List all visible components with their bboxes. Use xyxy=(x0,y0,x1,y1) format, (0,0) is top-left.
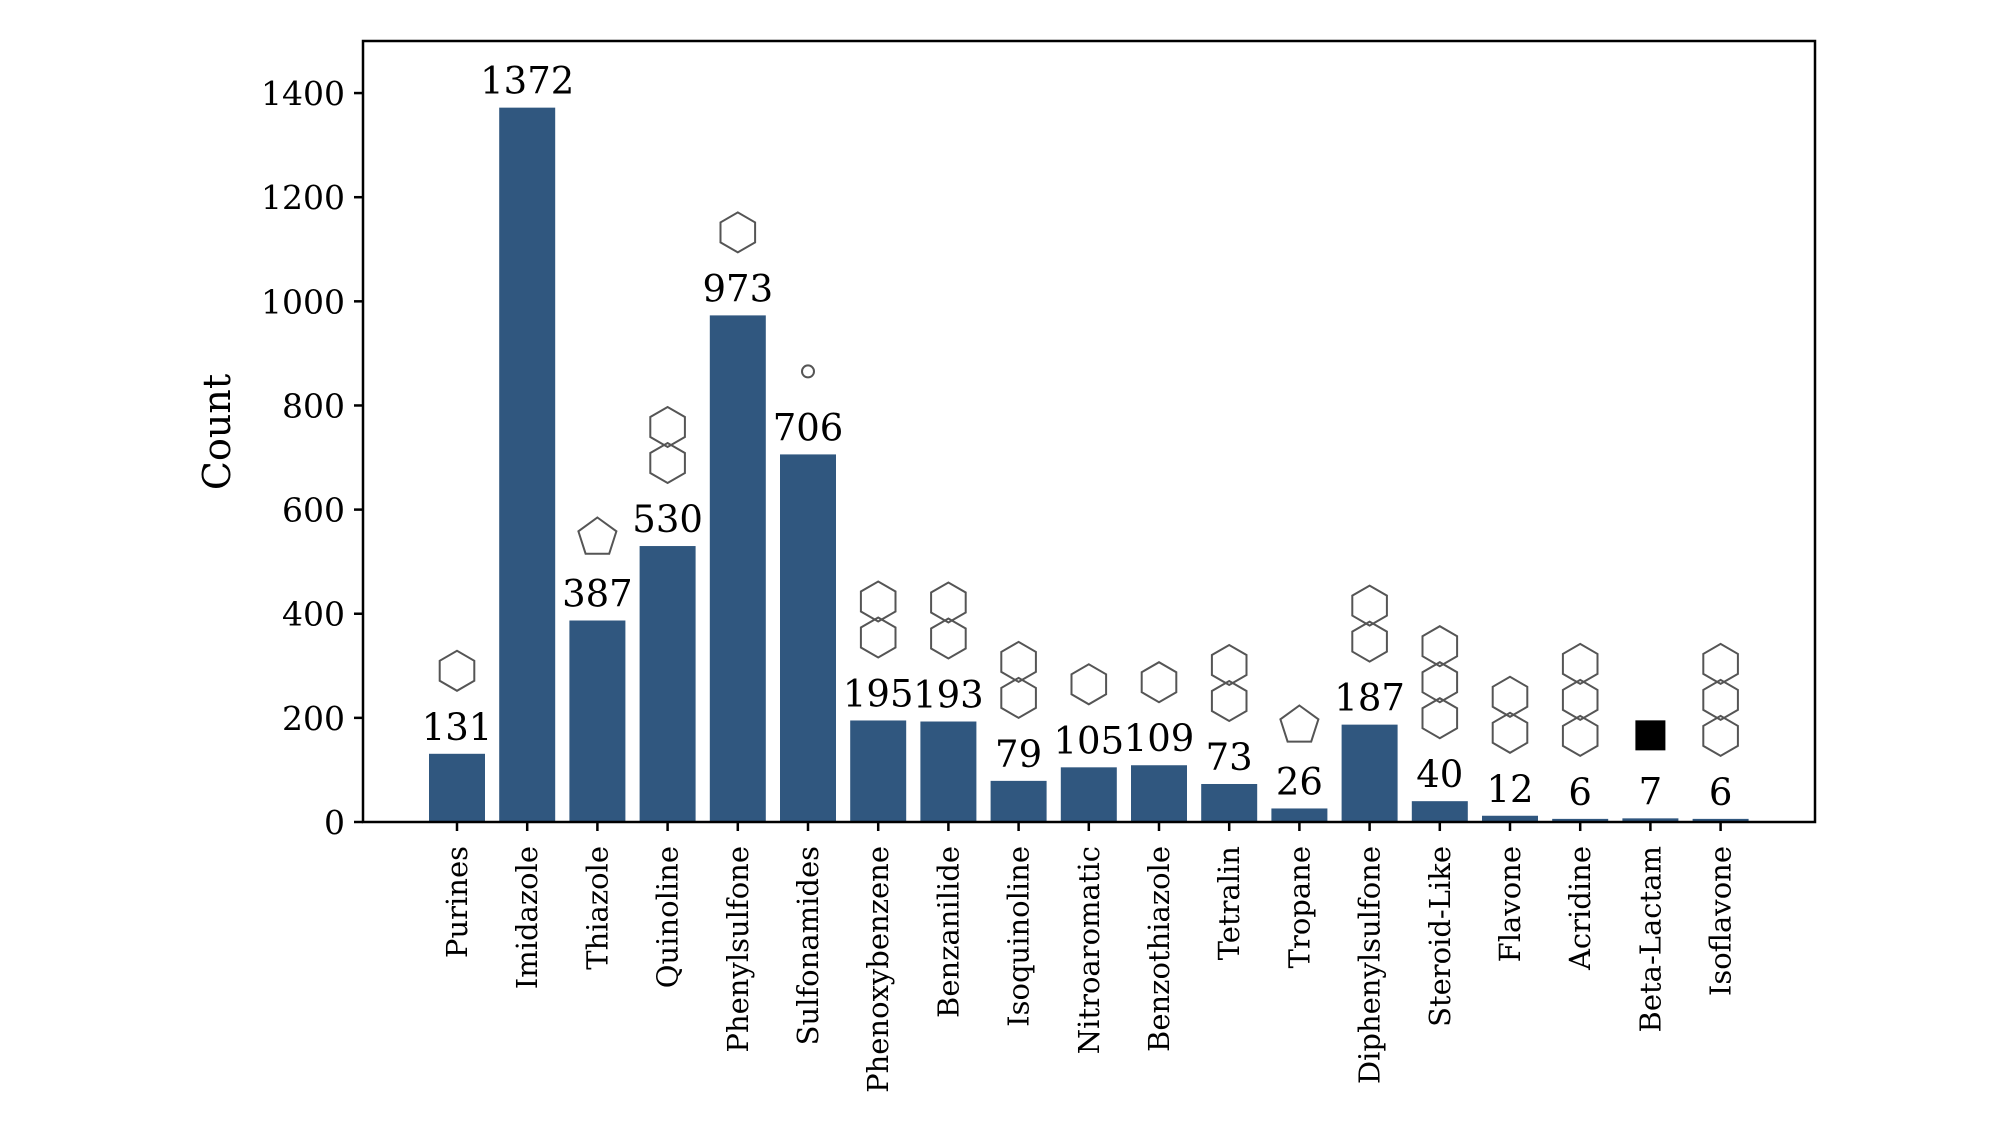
value-label: 193 xyxy=(913,674,984,717)
flavone-structure-icon xyxy=(1491,675,1529,754)
value-label: 387 xyxy=(562,573,633,616)
phenylsulfone-structure-icon xyxy=(719,211,757,254)
x-tick-label: Flavone xyxy=(1493,846,1527,962)
value-label: 706 xyxy=(773,406,844,449)
x-tick-label: Benzanilide xyxy=(931,846,965,1018)
tetralin-structure-icon xyxy=(1210,643,1248,723)
y-axis-ticks: 0 200 400 600 800 1000 1200 1400 xyxy=(261,74,363,842)
value-label: 6 xyxy=(1709,771,1733,814)
value-label: 973 xyxy=(702,267,773,310)
x-tick-label: Beta-Lactam xyxy=(1633,846,1667,1032)
purine-structure-icon xyxy=(438,649,476,692)
benzanilide-structure-icon xyxy=(930,581,967,660)
y-tick-label: 1000 xyxy=(261,282,345,321)
value-label: 79 xyxy=(995,733,1042,776)
nitroaromatic-structure-icon xyxy=(1070,663,1108,706)
value-label: 7 xyxy=(1639,770,1663,813)
value-label: 26 xyxy=(1276,760,1323,803)
bar-diphenylsulfone xyxy=(1341,724,1398,822)
beta-lactam-structure-icon xyxy=(1635,720,1666,751)
x-tick-label: Imidazole xyxy=(510,846,544,989)
x-tick-label: Benzothiazole xyxy=(1142,846,1176,1052)
y-tick-label: 400 xyxy=(282,595,345,634)
y-tick-label: 0 xyxy=(324,803,345,842)
bar-quinoline xyxy=(639,546,696,822)
bar-isoflavone xyxy=(1692,818,1749,822)
steroid-structure-icon xyxy=(1421,625,1459,740)
y-tick-label: 1400 xyxy=(261,74,345,113)
benzothiazole-structure-icon xyxy=(1140,661,1178,704)
y-tick-label: 200 xyxy=(282,699,345,738)
x-tick-label: Nitroaromatic xyxy=(1072,846,1106,1054)
bar-benzothiazole xyxy=(1131,765,1187,822)
x-tick-label: Diphenylsulfone xyxy=(1353,846,1387,1084)
tropane-structure-icon xyxy=(1279,704,1320,743)
bar-flavone xyxy=(1482,815,1538,822)
value-label: 131 xyxy=(422,706,493,749)
bar-thiazole xyxy=(569,620,626,822)
x-tick-label: Steroid-Like xyxy=(1423,846,1457,1027)
x-tick-label: Purines xyxy=(440,846,474,958)
diphenylsulfone-structure-icon xyxy=(1351,584,1388,663)
x-tick-label: Phenoxybenzene xyxy=(861,846,895,1093)
bar-tropane xyxy=(1271,808,1328,822)
value-label: 1372 xyxy=(480,60,574,103)
thiazole-structure-icon xyxy=(577,516,618,555)
x-tick-label: Isoquinoline xyxy=(1002,846,1036,1027)
value-label: 187 xyxy=(1334,677,1405,720)
sulfonamide-structure-icon xyxy=(801,364,815,379)
value-label: 6 xyxy=(1568,771,1592,814)
bar-purines xyxy=(429,753,485,822)
bar-phenoxybenzene xyxy=(850,720,907,822)
value-label: 195 xyxy=(843,672,914,715)
bars xyxy=(429,107,1749,823)
y-tick-label: 1200 xyxy=(261,178,345,217)
x-tick-label: Isoflavone xyxy=(1704,846,1738,996)
bar-beta-lactam xyxy=(1622,818,1679,822)
bar-nitroaromatic xyxy=(1060,767,1117,822)
value-label: 105 xyxy=(1053,719,1124,762)
phenoxybenzene-structure-icon xyxy=(859,580,897,659)
bar-phenylsulfone xyxy=(709,315,766,822)
bar-imidazole xyxy=(499,107,556,823)
x-tick-label: Acridine xyxy=(1563,846,1597,971)
bar-acridine xyxy=(1552,818,1609,822)
x-tick-label: Thiazole xyxy=(580,846,614,970)
value-label: 73 xyxy=(1206,736,1253,779)
y-tick-label: 600 xyxy=(282,491,345,530)
value-label: 530 xyxy=(632,498,703,541)
acridine-structure-icon xyxy=(1561,642,1599,758)
bar-tetralin xyxy=(1201,783,1258,822)
value-label: 12 xyxy=(1486,768,1533,811)
x-tick-label: Sulfonamides xyxy=(791,846,825,1045)
bar-isoquinoline xyxy=(990,780,1047,822)
value-labels: 131 1372 387 530 973 706 195 193 79 105 109 73 26 187… xyxy=(422,60,1733,814)
x-axis-ticks: Purines Imidazole Thiazole Quinoline Phenyls… xyxy=(440,822,1738,1093)
x-tick-label: Tropane xyxy=(1282,846,1316,968)
x-tick-label: Tetralin xyxy=(1212,846,1246,960)
isoflavone-structure-icon xyxy=(1702,642,1739,758)
bar-benzanilide xyxy=(920,721,977,822)
plot-frame xyxy=(361,39,1817,824)
value-label: 40 xyxy=(1416,753,1463,796)
structure-icons xyxy=(438,211,1739,758)
bar-sulfonamides xyxy=(780,454,836,822)
value-label: 109 xyxy=(1124,717,1195,760)
quinoline-structure-icon xyxy=(649,405,686,485)
x-tick-label: Phenylsulfone xyxy=(721,846,755,1053)
bar-steroid-like xyxy=(1411,801,1468,822)
y-tick-label: 800 xyxy=(282,386,345,425)
y-axis-title: Count xyxy=(195,374,239,490)
x-tick-label: Quinoline xyxy=(651,846,685,988)
isoquinoline-structure-icon xyxy=(1000,640,1037,720)
